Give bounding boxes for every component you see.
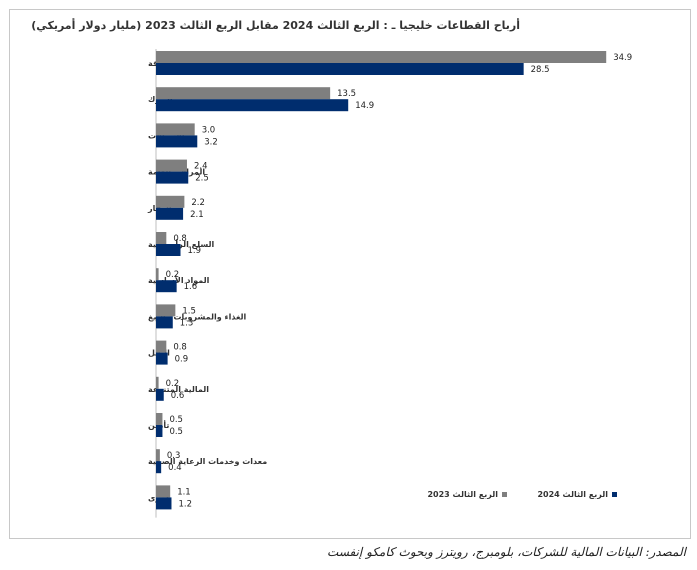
legend-label-2024: الربع الثالث 2024 [537,490,608,499]
bar-2024 [156,99,349,112]
bar-2024 [156,207,184,220]
bar-2023 [156,413,163,425]
data-label: 3.0 [202,125,216,135]
data-label: 1.9 [188,246,202,256]
bar-2024 [156,388,164,401]
bar-2024 [156,352,168,365]
bar-2023 [156,268,159,281]
chart-title: أرباح القطاعات خليجيا ـ : الربع الثالث 2… [31,19,520,32]
category-label: المواد الأساسية [148,275,210,285]
data-label: 0.5 [169,415,183,425]
bar-2023 [156,449,160,462]
bar-2023 [156,87,331,100]
source-note: المصدر: البيانات المالية للشركات، بلومبر… [327,545,686,559]
legend-swatch-2024 [612,492,617,497]
data-label: 1.3 [180,318,194,328]
bar-2024 [156,316,173,329]
data-label: 0.2 [166,270,180,280]
bar-2023 [156,376,159,389]
data-label: 0.2 [166,379,180,389]
data-label: 0.8 [173,234,187,244]
legend-label-2023: الربع الثالث 2023 [427,490,498,499]
bar-2023 [156,51,607,63]
category-label: المالية المتنوعة [148,385,209,394]
chart-frame [9,9,691,539]
data-label: 1.2 [178,499,192,509]
bar-2023 [156,195,185,208]
bar-2024 [156,244,181,256]
data-label: 1.6 [184,282,198,292]
data-label: 2.2 [191,198,205,208]
bar-2023 [156,159,187,172]
category-label: الغذاء والمشروبات والتبغ [148,312,246,321]
bar-2023 [156,123,195,136]
bar-2024 [156,425,163,437]
data-label: 2.5 [195,174,209,184]
data-label: 3.2 [204,137,218,147]
data-label: 28.5 [531,65,550,75]
bar-2023 [156,485,171,498]
legend-item-2024: الربع الثالث 2024 [537,490,617,499]
bar-2023 [156,232,167,244]
data-label: 0.5 [169,427,183,437]
bar-2023 [156,340,167,353]
data-label: 0.6 [171,391,185,401]
data-label: 34.9 [613,53,632,63]
bar-2024 [156,280,177,293]
data-label: 1.1 [177,487,191,497]
data-label: 2.4 [194,162,208,172]
legend-item-2023: الربع الثالث 2023 [427,490,507,499]
data-label: 1.5 [182,306,196,316]
bar-2024 [156,63,524,75]
data-label: 0.3 [167,451,181,461]
bar-2023 [156,304,176,317]
category-label: معدات وخدمات الرعاية الصحية [148,457,267,466]
bar-2024 [156,497,172,510]
bar-2024 [156,461,162,474]
bar-2024 [156,135,198,148]
legend-swatch-2023 [502,492,507,497]
bar-2024 [156,171,189,184]
category-label: السلع الرأسمالية [148,239,214,249]
data-label: 14.9 [355,101,374,111]
data-label: 0.8 [173,343,187,353]
data-label: 0.4 [168,463,182,473]
data-label: 13.5 [337,89,356,99]
data-label: 0.9 [175,355,189,365]
data-label: 2.1 [190,210,204,220]
